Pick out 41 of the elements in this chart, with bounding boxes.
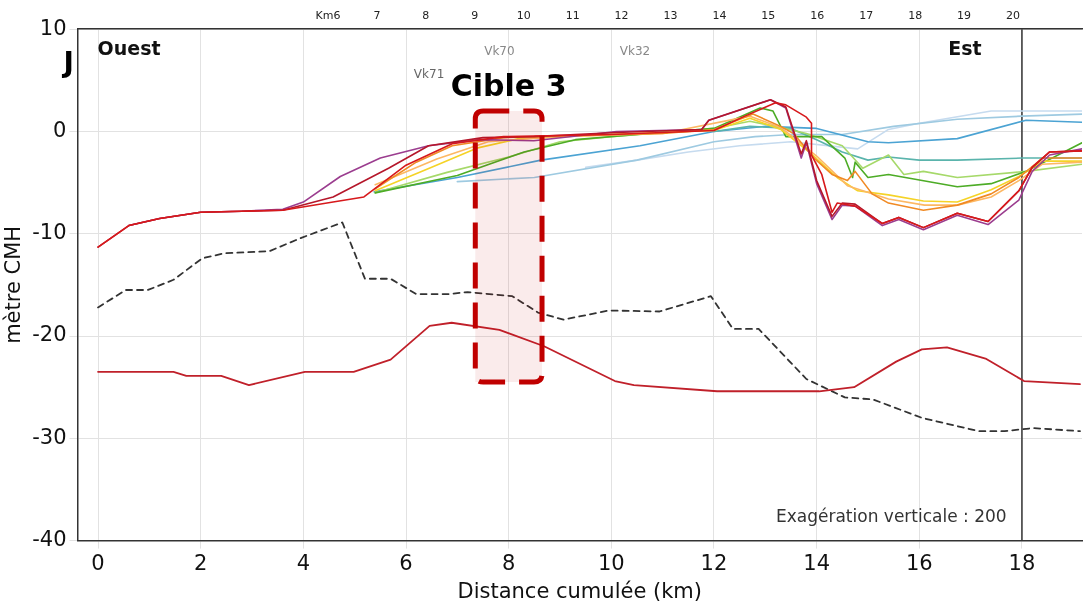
y-tick-label: -20 bbox=[32, 322, 67, 347]
x2-tick-label: 20 bbox=[1006, 9, 1021, 23]
y-tick-label: 10 bbox=[39, 15, 67, 40]
x-tick-label: 0 bbox=[91, 550, 105, 575]
x2-tick-label: 16 bbox=[810, 9, 825, 23]
x-tick-label: 8 bbox=[501, 550, 516, 575]
x-tick-label: 10 bbox=[597, 550, 625, 575]
x2-tick-label: 14 bbox=[712, 9, 727, 23]
x2-tick-label: 15 bbox=[761, 9, 776, 23]
annotation: Vk70 bbox=[484, 44, 515, 59]
x2-tick-label: 7 bbox=[373, 9, 381, 23]
x-tick-label: 14 bbox=[803, 550, 830, 575]
x2-tick-label: 10 bbox=[516, 9, 531, 23]
x-tick-label: 4 bbox=[296, 550, 311, 575]
x-tick-label: 18 bbox=[1008, 550, 1036, 575]
y-axis-title: mètre CMH bbox=[1, 225, 26, 344]
annotation: Vk32 bbox=[619, 44, 651, 59]
x2-tick-label: 19 bbox=[957, 9, 972, 23]
x2-tick-label: 11 bbox=[565, 9, 580, 23]
y-tick-label: -10 bbox=[32, 220, 67, 245]
y-tick-label: -30 bbox=[32, 424, 67, 449]
x2-tick-label: 13 bbox=[663, 9, 678, 23]
annotation: Est bbox=[948, 36, 982, 59]
x-tick-label: 12 bbox=[700, 550, 728, 575]
x2-tick-label: 17 bbox=[859, 9, 874, 23]
x-tick-label: 6 bbox=[399, 550, 413, 575]
x2-tick-label: 9 bbox=[471, 9, 479, 23]
annotation: Ouest bbox=[97, 36, 161, 59]
annotation: Exagération verticale : 200 bbox=[775, 506, 1007, 527]
text: J bbox=[61, 46, 74, 80]
band-label: Cible 3 bbox=[450, 67, 567, 103]
y-tick-label: -40 bbox=[32, 527, 67, 552]
x-tick-label: 2 bbox=[194, 550, 208, 575]
x2-tick-label: 12 bbox=[614, 9, 629, 23]
x2-tick-label: 8 bbox=[422, 9, 430, 23]
annotation: Vk71 bbox=[413, 67, 445, 82]
x2-tick-label: 18 bbox=[908, 9, 923, 23]
y-tick-label: 0 bbox=[53, 117, 67, 142]
x-axis-title: Distance cumulée (km) bbox=[457, 578, 702, 603]
x-tick-label: 16 bbox=[905, 550, 933, 575]
x2-tick-label: Km6 bbox=[315, 9, 341, 23]
